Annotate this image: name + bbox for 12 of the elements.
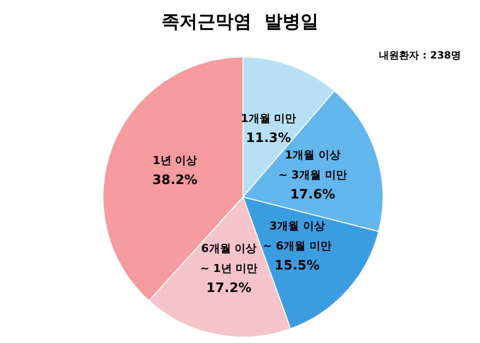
data-label: 38.2% bbox=[152, 173, 198, 188]
data-label: 11.3% bbox=[246, 131, 291, 146]
slice-label: 1개월 이상 ~ 3개월 미만 bbox=[278, 148, 347, 182]
slice-label: 3개월 이상 ~ 6개월 미만 bbox=[262, 220, 332, 253]
data-label: 17.2% bbox=[206, 281, 252, 296]
data-label: 17.6% bbox=[290, 188, 336, 203]
data-label: 15.5% bbox=[274, 258, 320, 274]
slice-label: 1년 이상 bbox=[152, 154, 198, 168]
chart-title: 족저근막염 발병일 bbox=[162, 12, 318, 32]
text: 내원환자 : 238명 bbox=[379, 50, 462, 62]
slice-label: 1개월 미만 bbox=[240, 112, 296, 126]
slice-label: 6개월 이상 ~ 1년 미만 bbox=[200, 242, 258, 276]
